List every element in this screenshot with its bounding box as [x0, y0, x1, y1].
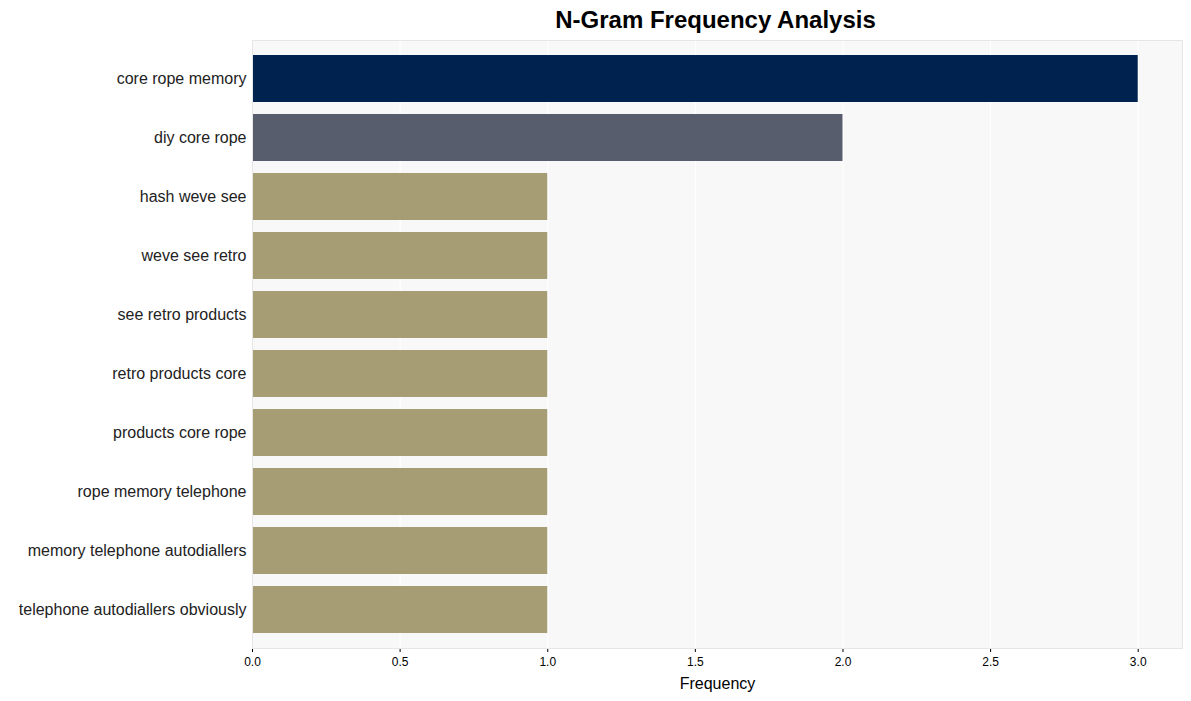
svg-text:hash weve see: hash weve see: [140, 188, 247, 205]
svg-text:core rope memory: core rope memory: [117, 70, 247, 87]
svg-text:rope memory telephone: rope memory telephone: [78, 483, 247, 500]
svg-text:Frequency: Frequency: [680, 675, 756, 692]
svg-text:see retro products: see retro products: [118, 306, 247, 323]
svg-text:2.0: 2.0: [835, 655, 852, 669]
svg-text:products core rope: products core rope: [113, 424, 247, 441]
svg-text:0.5: 0.5: [392, 655, 409, 669]
svg-text:3.0: 3.0: [1130, 655, 1147, 669]
svg-text:2.5: 2.5: [982, 655, 999, 669]
svg-text:weve see retro: weve see retro: [141, 247, 247, 264]
svg-text:0.0: 0.0: [244, 655, 261, 669]
html-text:N-Gram Frequency Analysis: N-Gram Frequency Analysis: [555, 6, 876, 33]
svg-text:retro products core: retro products core: [112, 365, 246, 382]
svg-text:diy core rope: diy core rope: [154, 129, 247, 146]
svg-text:telephone autodiallers obvious: telephone autodiallers obviously: [19, 601, 247, 618]
svg-text:1.5: 1.5: [687, 655, 704, 669]
svg-text:1.0: 1.0: [539, 655, 556, 669]
svg-text:memory telephone autodiallers: memory telephone autodiallers: [28, 542, 247, 559]
